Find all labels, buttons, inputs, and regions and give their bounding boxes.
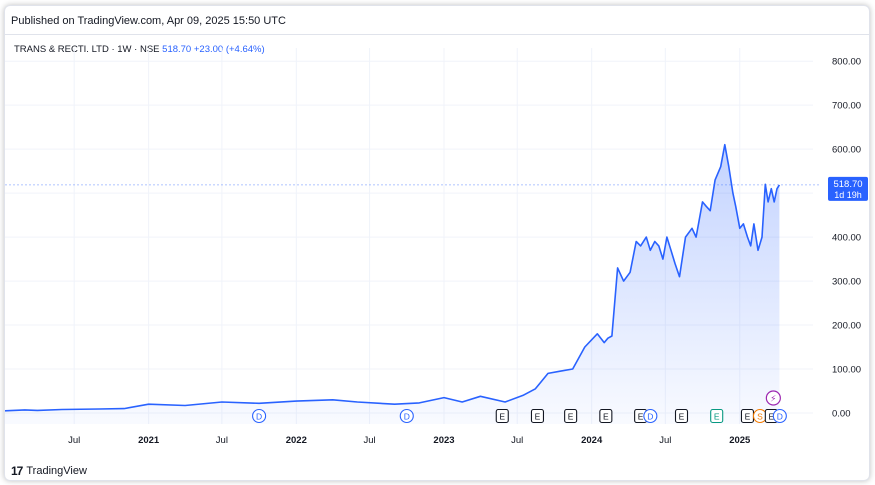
y-tick-label: 800.00 — [832, 57, 861, 68]
dividend-marker — [252, 408, 267, 424]
earnings-marker-label: E — [745, 411, 751, 421]
earnings-marker-label: E — [568, 411, 574, 421]
dividend-marker — [772, 408, 787, 424]
x-tick-label: 2024 — [581, 435, 603, 446]
symbol-info: TRANS & RECTI. LTD · 1W · NSE — [14, 44, 160, 55]
earnings-green-marker-label: E — [714, 411, 720, 421]
x-tick-label: 2022 — [286, 435, 307, 446]
price-label-box — [828, 176, 868, 201]
legend-price: 518.70 — [162, 44, 192, 55]
x-tick-label: 2023 — [433, 435, 454, 446]
earnings-marker — [530, 408, 545, 424]
y-tick-label: 600.00 — [832, 145, 861, 156]
y-tick-label: 0.00 — [832, 409, 851, 420]
x-tick-label: Jul — [511, 435, 523, 446]
area-fill — [5, 144, 780, 424]
x-tick-label: Jul — [363, 435, 375, 446]
x-tick-label: Jul — [68, 435, 80, 446]
symbol-legend: TRANS & RECTI. LTD · 1W · NSE 518.70 +23… — [14, 44, 265, 55]
price-chart[interactable]: 800.00700.00600.00500.00400.00300.00200.… — [5, 6, 869, 480]
tradingview-brand[interactable]: 17 TradingView — [11, 464, 87, 478]
earnings-marker-label: E — [499, 411, 505, 421]
tradingview-logo-icon: 17 — [11, 464, 23, 478]
flash-marker-glyph: ⚡ — [770, 395, 776, 405]
earnings-marker — [495, 408, 509, 424]
dividend-marker-label: D — [777, 411, 783, 421]
earnings-marker-label: E — [638, 411, 644, 421]
x-tick-label: Jul — [659, 435, 671, 446]
brand-name: TradingView — [26, 465, 87, 477]
header-divider — [5, 34, 869, 35]
price-label-value: 518.70 — [833, 179, 862, 190]
published-header: Published on TradingView.com, Apr 09, 20… — [11, 15, 286, 27]
earnings-marker-label: E — [768, 411, 774, 421]
y-tick-label: 700.00 — [832, 101, 861, 112]
y-tick-label: 200.00 — [832, 321, 861, 332]
earnings-marker — [564, 408, 578, 424]
x-tick-label: 2025 — [729, 435, 751, 446]
split-marker-label: S — [757, 411, 763, 421]
earnings-marker — [674, 408, 689, 424]
dividend-marker — [643, 408, 658, 424]
dividend-marker-label: D — [647, 411, 653, 421]
price-line — [5, 143, 781, 412]
earnings-marker — [599, 408, 613, 424]
y-tick-label: 100.00 — [832, 365, 861, 376]
earnings-marker-label: E — [679, 411, 685, 421]
chart-frame: Published on TradingView.com, Apr 09, 20… — [4, 5, 870, 481]
dividend-marker-label: D — [404, 411, 410, 421]
x-tick-label: Jul — [216, 435, 228, 446]
y-tick-label: 300.00 — [832, 277, 861, 288]
legend-change: +23.00 (+4.64%) — [193, 44, 265, 55]
x-tick-label: 2021 — [138, 435, 160, 446]
earnings-marker-label: E — [535, 411, 541, 421]
dividend-marker — [399, 408, 414, 424]
price-label-countdown: 1d 19h — [834, 190, 862, 200]
earnings-marker — [710, 408, 724, 424]
flash-marker-icon — [765, 390, 781, 406]
y-tick-label: 400.00 — [832, 233, 861, 244]
dividend-marker-label: D — [256, 411, 262, 421]
earnings-marker-label: E — [603, 411, 609, 421]
